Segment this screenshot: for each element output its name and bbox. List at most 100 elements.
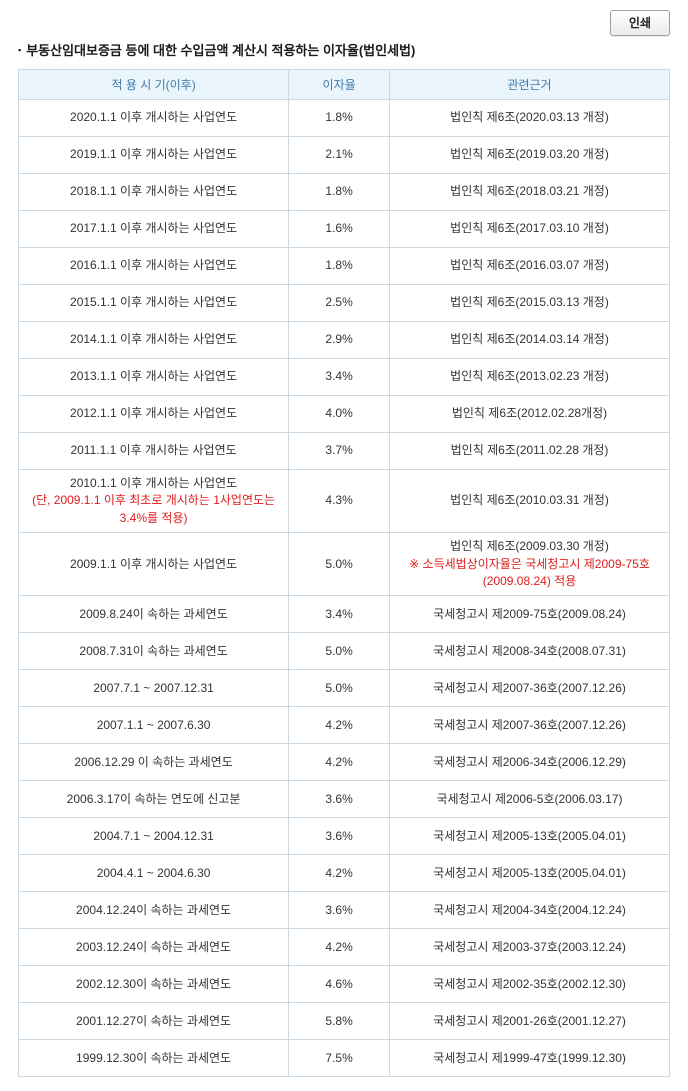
period-text: 2008.7.31이 속하는 과세연도	[79, 643, 228, 658]
table-row: 2010.1.1 이후 개시하는 사업연도 (단, 2009.1.1 이후 최초로…	[17, 468, 670, 534]
table-header-row: 적 용 시 기(이후) 이자율 관련근거	[17, 69, 670, 100]
basis-text: 국세청고시 제2003-37호(2003.12.24)	[433, 939, 626, 954]
print-button[interactable]: 인쇄	[609, 10, 670, 36]
period-cell: 2013.1.1 이후 개시하는 사업연도	[17, 358, 290, 396]
period-text: 2015.1.1 이후 개시하는 사업연도	[70, 295, 238, 310]
rate-cell: 4.2%	[288, 706, 391, 745]
rate-cell: 4.3%	[288, 468, 391, 534]
table-row: 2001.12.27이 속하는 과세연도 5.8% 국세청고시 제2001-26호(…	[17, 1002, 670, 1041]
rate-cell: 4.2%	[288, 928, 391, 967]
rate-cell: 3.7%	[288, 432, 391, 470]
period-cell: 2018.1.1 이후 개시하는 사업연도	[17, 173, 290, 211]
period-cell: 2007.7.1 ~ 2007.12.31	[17, 669, 290, 708]
period-text: 2007.7.1 ~ 2007.12.31	[93, 680, 214, 695]
basis-cell: 법인칙 제6조(2012.02.28개정)	[389, 395, 670, 433]
rate-cell: 4.2%	[288, 743, 391, 782]
interest-rate-table: 적 용 시 기(이후) 이자율 관련근거 2020.1.1 이후 개시하는 사업…	[17, 69, 670, 1078]
period-text: 2014.1.1 이후 개시하는 사업연도	[70, 332, 238, 347]
period-text: 2001.12.27이 속하는 과세연도	[76, 1013, 232, 1028]
basis-text: 법인칙 제6조(2014.03.14 개정)	[450, 332, 609, 347]
rate-cell: 2.1%	[288, 136, 391, 174]
header-rate: 이자율	[288, 69, 391, 100]
basis-cell: 법인칙 제6조(2017.03.10 개정)	[389, 210, 670, 248]
rate-cell: 2.5%	[288, 284, 391, 322]
rate-cell: 3.6%	[288, 891, 391, 930]
period-cell: 2015.1.1 이후 개시하는 사업연도	[17, 284, 290, 322]
basis-cell: 법인칙 제6조(2010.03.31 개정)	[389, 468, 670, 534]
page-title: ▪ 부동산임대보증금 등에 대한 수입금액 계산시 적용하는 이자율(법인세법)	[18, 42, 670, 59]
table-row: 2020.1.1 이후 개시하는 사업연도 1.8% 법인칙 제6조(2020.03…	[17, 99, 670, 137]
basis-text: 국세청고시 제2008-34호(2008.07.31)	[433, 643, 626, 658]
period-cell: 1999.12.30이 속하는 과세연도	[17, 1039, 290, 1078]
period-text: 2018.1.1 이후 개시하는 사업연도	[70, 184, 238, 199]
rate-cell: 1.6%	[288, 210, 391, 248]
basis-text: 법인칙 제6조(2020.03.13 개정)	[450, 110, 609, 125]
period-text: 2007.1.1 ~ 2007.6.30	[96, 717, 211, 732]
period-cell: 2012.1.1 이후 개시하는 사업연도	[17, 395, 290, 433]
period-cell: 2017.1.1 이후 개시하는 사업연도	[17, 210, 290, 248]
period-cell: 2001.12.27이 속하는 과세연도	[17, 1002, 290, 1041]
table-row: 2019.1.1 이후 개시하는 사업연도 2.1% 법인칙 제6조(2019.03…	[17, 136, 670, 174]
rate-cell: 5.8%	[288, 1002, 391, 1041]
toolbar: 인쇄	[18, 10, 670, 36]
header-basis: 관련근거	[389, 69, 670, 100]
period-text: 2006.3.17이 속하는 연도에 신고분	[66, 791, 241, 806]
basis-text: 법인칙 제6조(2018.03.21 개정)	[450, 184, 609, 199]
period-text: 2012.1.1 이후 개시하는 사업연도	[70, 406, 238, 421]
table-row: 2003.12.24이 속하는 과세연도 4.2% 국세청고시 제2003-37호(…	[17, 928, 670, 967]
period-text: 2013.1.1 이후 개시하는 사업연도	[70, 369, 238, 384]
period-cell: 2016.1.1 이후 개시하는 사업연도	[17, 247, 290, 285]
basis-text: 국세청고시 제2001-26호(2001.12.27)	[433, 1013, 626, 1028]
period-cell: 2011.1.1 이후 개시하는 사업연도	[17, 432, 290, 470]
period-text: 2010.1.1 이후 개시하는 사업연도	[70, 476, 238, 490]
basis-cell: 국세청고시 제2007-36호(2007.12.26)	[389, 669, 670, 708]
table-row: 2018.1.1 이후 개시하는 사업연도 1.8% 법인칙 제6조(2018.03…	[17, 173, 670, 211]
basis-text: 법인칙 제6조(2010.03.31 개정)	[450, 493, 609, 508]
rate-cell: 2.9%	[288, 321, 391, 359]
period-cell: 2004.12.24이 속하는 과세연도	[17, 891, 290, 930]
basis-cell: 국세청고시 제2005-13호(2005.04.01)	[389, 854, 670, 893]
basis-cell: 국세청고시 제2004-34호(2004.12.24)	[389, 891, 670, 930]
period-text: 2016.1.1 이후 개시하는 사업연도	[70, 258, 238, 273]
basis-cell: 국세청고시 제2003-37호(2003.12.24)	[389, 928, 670, 967]
basis-cell: 법인칙 제6조(2018.03.21 개정)	[389, 173, 670, 211]
rate-cell: 7.5%	[288, 1039, 391, 1078]
period-cell: 2003.12.24이 속하는 과세연도	[17, 928, 290, 967]
rate-cell: 3.6%	[288, 817, 391, 856]
basis-text: 법인칙 제6조(2013.02.23 개정)	[450, 369, 609, 384]
table-row: 2004.7.1 ~ 2004.12.31 3.6% 국세청고시 제2005-13호…	[17, 817, 670, 856]
table-row: 2009.8.24이 속하는 과세연도 3.4% 국세청고시 제2009-75호(2…	[17, 595, 670, 634]
rate-cell: 1.8%	[288, 173, 391, 211]
table-row: 2015.1.1 이후 개시하는 사업연도 2.5% 법인칙 제6조(2015.03…	[17, 284, 670, 322]
basis-cell: 국세청고시 제2007-36호(2007.12.26)	[389, 706, 670, 745]
basis-text: 국세청고시 제2005-13호(2005.04.01)	[433, 828, 626, 843]
basis-text: 법인칙 제6조(2012.02.28개정)	[451, 406, 608, 421]
basis-text: 국세청고시 제2005-13호(2005.04.01)	[433, 865, 626, 880]
period-text: 2004.7.1 ~ 2004.12.31	[93, 828, 214, 843]
page-title-text: 부동산임대보증금 등에 대한 수입금액 계산시 적용하는 이자율(법인세법)	[26, 43, 416, 58]
table-body: 2020.1.1 이후 개시하는 사업연도 1.8% 법인칙 제6조(2020.03…	[17, 99, 670, 1078]
rate-cell: 5.0%	[288, 669, 391, 708]
period-text: 1999.12.30이 속하는 과세연도	[76, 1050, 232, 1065]
basis-text: 국세청고시 제2007-36호(2007.12.26)	[433, 680, 626, 695]
period-cell: 2002.12.30이 속하는 과세연도	[17, 965, 290, 1004]
table-row: 2016.1.1 이후 개시하는 사업연도 1.8% 법인칙 제6조(2016.03…	[17, 247, 670, 285]
title-bullet-icon: ▪	[18, 45, 22, 55]
rate-cell: 1.8%	[288, 99, 391, 137]
basis-cell: 국세청고시 제1999-47호(1999.12.30)	[389, 1039, 670, 1078]
period-text: 2004.4.1 ~ 2004.6.30	[96, 865, 211, 880]
period-cell: 2008.7.31이 속하는 과세연도	[17, 632, 290, 671]
basis-text: 법인칙 제6조(2015.03.13 개정)	[450, 295, 609, 310]
basis-cell: 법인칙 제6조(2016.03.07 개정)	[389, 247, 670, 285]
basis-cell: 법인칙 제6조(2013.02.23 개정)	[389, 358, 670, 396]
rate-cell: 4.6%	[288, 965, 391, 1004]
basis-text: 국세청고시 제2007-36호(2007.12.26)	[433, 717, 626, 732]
table-row: 2007.7.1 ~ 2007.12.31 5.0% 국세청고시 제2007-36호…	[17, 669, 670, 708]
basis-cell: 법인칙 제6조(2014.03.14 개정)	[389, 321, 670, 359]
rate-cell: 3.4%	[288, 358, 391, 396]
basis-note: ※ 소득세법상이자율은 국세청고시 제2009-75호(2009.08.24) …	[409, 556, 650, 588]
period-text: 2002.12.30이 속하는 과세연도	[76, 976, 232, 991]
basis-text: 국세청고시 제2002-35호(2002.12.30)	[433, 976, 626, 991]
basis-cell: 법인칙 제6조(2009.03.30 개정) ※ 소득세법상이자율은 국세청고시 …	[389, 532, 670, 597]
